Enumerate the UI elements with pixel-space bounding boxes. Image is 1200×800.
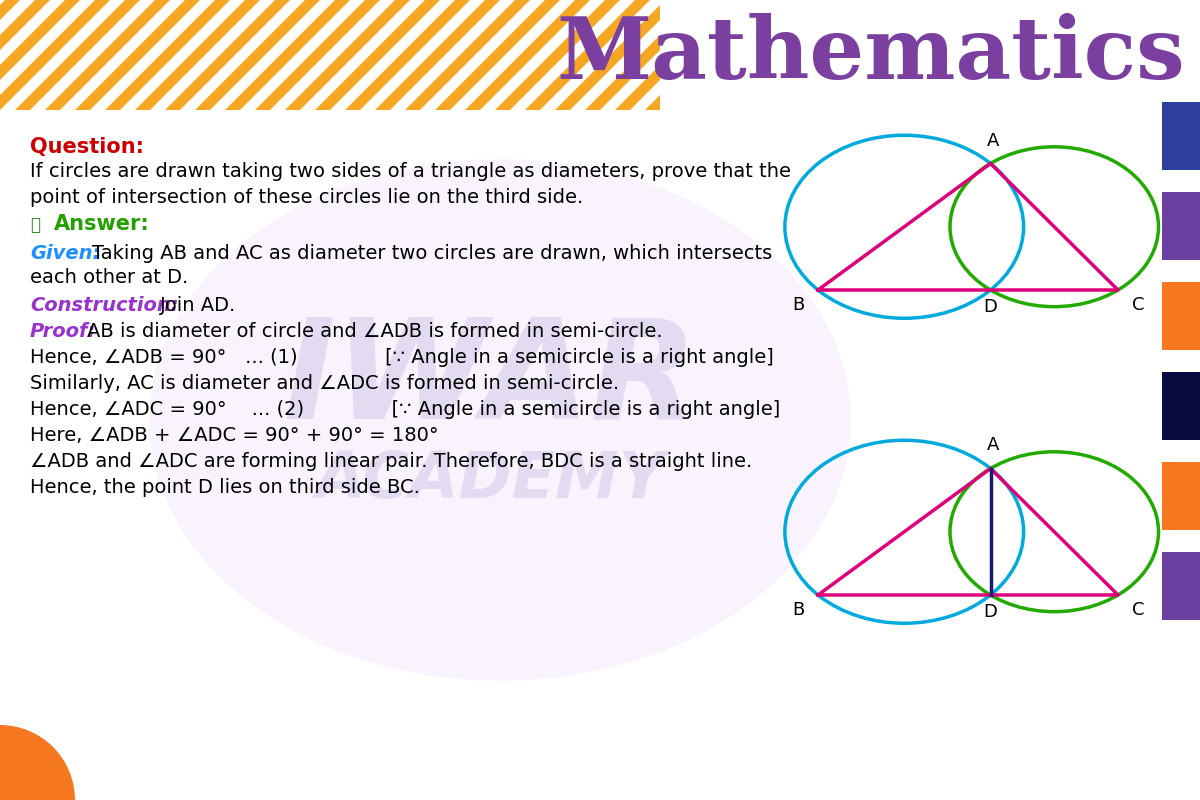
- Text: D: D: [984, 603, 997, 621]
- Text: Proof:: Proof:: [30, 322, 96, 341]
- Bar: [1162, 552, 1200, 620]
- Text: AB is diameter of circle and ∠ADB is formed in semi-circle.: AB is diameter of circle and ∠ADB is for…: [88, 322, 662, 341]
- Polygon shape: [210, 0, 335, 110]
- Text: 📋: 📋: [30, 216, 40, 234]
- Polygon shape: [120, 0, 245, 110]
- Polygon shape: [480, 0, 605, 110]
- Polygon shape: [240, 0, 365, 110]
- Text: B: B: [792, 296, 804, 314]
- Text: Hence, ∠ADB = 90°   ... (1)              [∵ Angle in a semicircle is a right ang: Hence, ∠ADB = 90° ... (1) [∵ Angle in a …: [30, 348, 774, 367]
- Text: Similarly, AC is diameter and ∠ADC is formed in semi-circle.: Similarly, AC is diameter and ∠ADC is fo…: [30, 374, 619, 393]
- Polygon shape: [150, 0, 275, 110]
- Text: If circles are drawn taking two sides of a triangle as diameters, prove that the: If circles are drawn taking two sides of…: [30, 162, 791, 181]
- Bar: [1162, 372, 1200, 440]
- Polygon shape: [300, 0, 425, 110]
- Polygon shape: [600, 0, 725, 110]
- Bar: [1162, 192, 1200, 260]
- Text: ACADEMY: ACADEMY: [314, 449, 665, 511]
- Text: point of intersection of these circles lie on the third side.: point of intersection of these circles l…: [30, 188, 583, 207]
- Polygon shape: [0, 0, 95, 110]
- Text: C: C: [1132, 296, 1145, 314]
- Polygon shape: [0, 0, 35, 110]
- Text: IWAR: IWAR: [283, 313, 697, 447]
- Polygon shape: [390, 0, 515, 110]
- Polygon shape: [720, 0, 845, 110]
- Text: A: A: [988, 131, 1000, 150]
- Text: B: B: [792, 601, 804, 619]
- Text: D: D: [984, 298, 997, 316]
- Polygon shape: [360, 0, 485, 110]
- Polygon shape: [30, 0, 155, 110]
- Text: A: A: [988, 437, 1000, 454]
- Text: C: C: [1132, 601, 1145, 619]
- Text: Join AD.: Join AD.: [160, 296, 236, 315]
- Bar: [1162, 462, 1200, 530]
- Text: Taking AB and AC as diameter two circles are drawn, which intersects: Taking AB and AC as diameter two circles…: [92, 244, 773, 263]
- Polygon shape: [90, 0, 215, 110]
- Polygon shape: [660, 0, 785, 110]
- Text: Given:: Given:: [30, 244, 101, 263]
- Bar: [1162, 282, 1200, 350]
- Bar: [1162, 102, 1200, 170]
- Polygon shape: [510, 0, 635, 110]
- Polygon shape: [270, 0, 395, 110]
- Polygon shape: [0, 0, 5, 110]
- Bar: [0, 0, 660, 110]
- Polygon shape: [570, 0, 695, 110]
- Polygon shape: [450, 0, 575, 110]
- Text: Hence, the point D lies on third side BC.: Hence, the point D lies on third side BC…: [30, 478, 420, 497]
- Text: Here, ∠ADB + ∠ADC = 90° + 90° = 180°: Here, ∠ADB + ∠ADC = 90° + 90° = 180°: [30, 426, 439, 445]
- Polygon shape: [630, 0, 755, 110]
- Text: ∠ADB and ∠ADC are forming linear pair. Therefore, BDC is a straight line.: ∠ADB and ∠ADC are forming linear pair. T…: [30, 452, 752, 471]
- Polygon shape: [180, 0, 305, 110]
- Polygon shape: [690, 0, 815, 110]
- Text: Mathematics: Mathematics: [557, 13, 1186, 97]
- Polygon shape: [420, 0, 545, 110]
- Wedge shape: [0, 725, 74, 800]
- Polygon shape: [60, 0, 185, 110]
- Text: Answer:: Answer:: [54, 214, 150, 234]
- Bar: [660, 0, 1200, 110]
- Text: Construction:: Construction:: [30, 296, 179, 315]
- Ellipse shape: [150, 160, 850, 680]
- Polygon shape: [0, 0, 65, 110]
- Text: each other at D.: each other at D.: [30, 268, 188, 287]
- Polygon shape: [330, 0, 455, 110]
- Text: Question:: Question:: [30, 137, 144, 157]
- Polygon shape: [540, 0, 665, 110]
- Polygon shape: [0, 0, 125, 110]
- Text: Hence, ∠ADC = 90°    ... (2)              [∵ Angle in a semicircle is a right an: Hence, ∠ADC = 90° ... (2) [∵ Angle in a …: [30, 400, 780, 419]
